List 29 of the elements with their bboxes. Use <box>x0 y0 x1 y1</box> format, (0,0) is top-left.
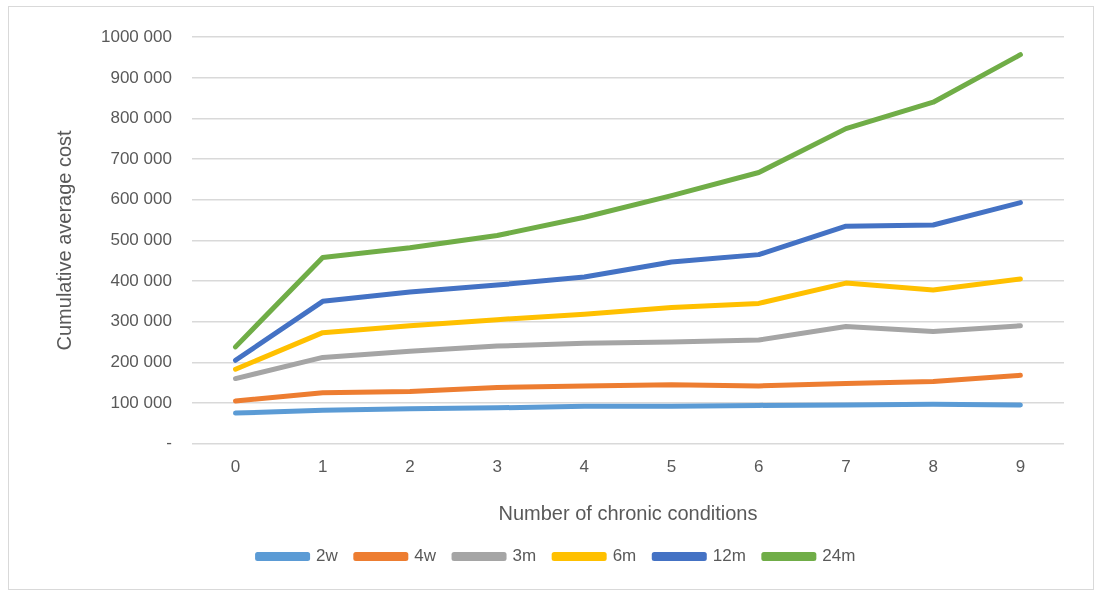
legend-label: 24m <box>822 546 856 566</box>
y-tick-label: 200 000 <box>110 352 172 372</box>
legend-label: 4w <box>414 546 437 566</box>
y-axis-title: Cumulative average cost <box>52 129 75 351</box>
y-tick-label: 300 000 <box>110 311 172 331</box>
y-tick-label: 100 000 <box>110 392 172 412</box>
x-tick-label: 7 <box>841 457 851 477</box>
y-tick-label: 400 000 <box>110 270 172 290</box>
legend-label: 6m <box>612 546 637 566</box>
x-axis-title: Number of chronic conditions <box>498 501 758 524</box>
x-tick-label: 0 <box>230 457 241 477</box>
y-tick-label: 800 000 <box>110 108 172 128</box>
x-tick-label: 9 <box>1015 457 1026 477</box>
y-tick-label: 600 000 <box>110 189 172 209</box>
x-tick-label: 5 <box>666 457 677 477</box>
y-tick-label: 700 000 <box>110 148 172 168</box>
x-tick-label: 1 <box>317 457 328 477</box>
x-tick-label: 3 <box>492 457 502 477</box>
y-tick-label: 900 000 <box>110 67 172 87</box>
legend-label: 12m <box>712 546 746 566</box>
y-tick-label: 1000 000 <box>101 26 172 46</box>
legend-label: 3m <box>512 546 537 566</box>
x-tick-label: 2 <box>405 457 415 477</box>
y-tick-label: 500 000 <box>110 230 172 250</box>
x-tick-label: 6 <box>754 457 764 477</box>
x-tick-label: 4 <box>579 457 590 477</box>
x-tick-label: 8 <box>928 457 938 477</box>
legend-label: 2w <box>316 546 339 566</box>
y-tick-label: - <box>166 433 172 453</box>
